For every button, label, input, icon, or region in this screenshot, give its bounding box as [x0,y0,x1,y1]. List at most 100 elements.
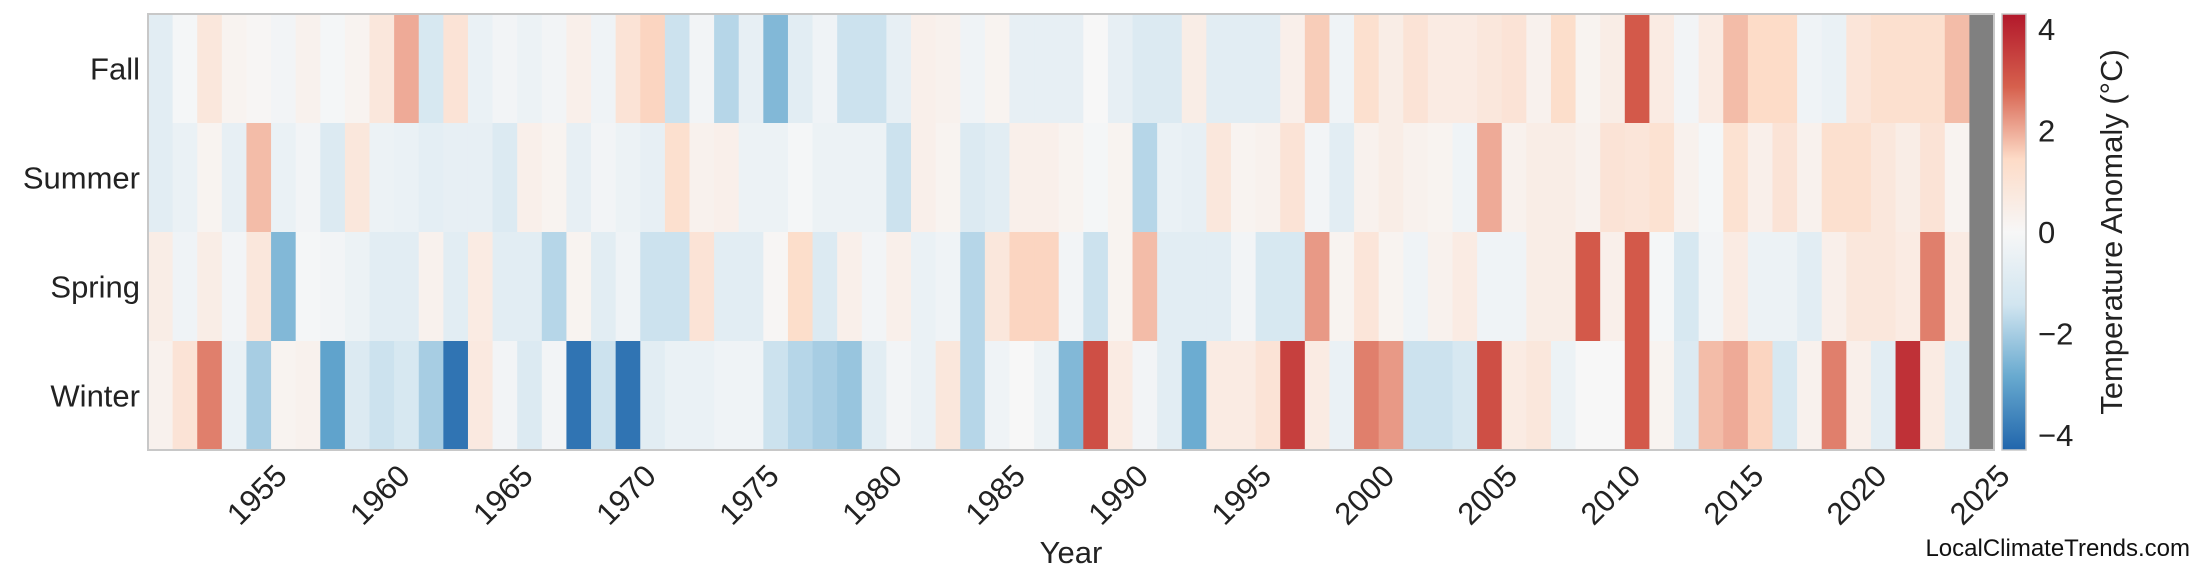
heatmap-cell-fall-1960 [369,14,395,124]
heatmap-cell-winter-1985 [984,341,1011,451]
heatmap-cell-fall-2004 [1452,14,1478,124]
heatmap-cell-spring-1993 [1181,232,1207,342]
x-tick-1980: 1980 [835,458,909,532]
heatmap-cell-spring-2024 [1944,232,1970,342]
heatmap-cell-fall-1952 [172,14,198,124]
heatmap-cell-fall-2023 [1920,14,1946,124]
heatmap-cell-fall-2002 [1403,14,1429,124]
x-tick-2025: 2025 [1943,458,2017,532]
heatmap-cell-fall-1997 [1280,14,1306,124]
heatmap-cell-summer-2017 [1772,123,1798,233]
heatmap-cell-fall-1975 [738,14,764,124]
heatmap-cell-fall-2020 [1846,14,1872,124]
heatmap-cell-summer-2006 [1501,123,1527,233]
heatmap-cell-summer-1965 [492,123,518,233]
heatmap-cell-winter-1982 [911,341,937,451]
heatmap-cell-fall-2014 [1698,14,1724,124]
heatmap-cell-fall-2010 [1600,14,1626,124]
heatmap-cell-spring-1997 [1280,232,1306,342]
heatmap-cell-summer-1985 [984,123,1011,233]
heatmap-cell-spring-1975 [738,232,764,342]
row-label-winter: Winter [50,379,140,414]
heatmap-cell-fall-1999 [1329,14,1355,124]
heatmap-cell-winter-1975 [738,341,764,451]
heatmap-cell-winter-1962 [418,341,444,451]
colorbar-tick--4: −4 [2038,418,2073,453]
heatmap-cell-fall-1982 [911,14,937,124]
heatmap-cell-fall-1989 [1083,14,1109,124]
heatmap-cell-winter-1984 [960,341,986,451]
heatmap-cell-summer-1999 [1329,123,1355,233]
heatmap-cell-winter-1983 [935,341,961,451]
heatmap-cell-summer-1995 [1230,123,1257,233]
heatmap-cell-fall-1966 [517,14,543,124]
heatmap-cell-winter-2009 [1575,341,1601,451]
heatmap-cell-summer-1990 [1107,123,1134,233]
heatmap-cell-summer-1996 [1255,123,1281,233]
colorbar [2001,13,2027,451]
heatmap-cell-summer-1982 [911,123,937,233]
heatmap-cell-winter-1978 [812,341,838,451]
heatmap-cell-spring-2003 [1427,232,1454,342]
plot-frame [147,13,1995,451]
heatmap-cell-winter-2014 [1698,341,1724,451]
heatmap-cell-summer-2016 [1747,123,1774,233]
heatmap-cell-spring-1955 [246,232,272,342]
heatmap-cell-winter-1952 [172,341,198,451]
heatmap-cell-fall-2001 [1378,14,1404,124]
heatmap-cell-spring-2011 [1624,232,1651,342]
heatmap-cell-winter-1964 [467,341,494,451]
heatmap-cell-spring-2015 [1723,232,1749,342]
heatmap-cell-spring-1980 [861,232,887,342]
heatmap-cell-summer-2008 [1550,123,1577,233]
heatmap-cell-winter-1994 [1206,341,1232,451]
heatmap-cell-spring-1985 [984,232,1011,342]
watermark-text: LocalClimateTrends.com [1925,535,2190,562]
heatmap-cell-winter-2016 [1747,341,1774,451]
heatmap-cell-winter-2012 [1649,341,1675,451]
heatmap-cell-summer-1957 [295,123,321,233]
x-tick-2000: 2000 [1328,458,1402,532]
heatmap-cell-winter-2021 [1870,341,1897,451]
heatmap-cell-winter-1965 [492,341,518,451]
heatmap-cell-winter-2013 [1674,341,1700,451]
heatmap-cell-summer-2019 [1821,123,1847,233]
colorbar-label: Temperature Anomaly (°C) [2094,49,2129,415]
heatmap-cell-fall-1953 [197,14,223,124]
heatmap-cell-fall-2000 [1354,14,1380,124]
heatmap-cell-winter-2010 [1600,341,1626,451]
heatmap-cell-winter-1954 [221,341,248,451]
heatmap-cell-winter-1966 [517,341,543,451]
heatmap-cell-spring-2023 [1920,232,1946,342]
heatmap-cell-fall-2021 [1870,14,1897,124]
heatmap-cell-spring-1994 [1206,232,1232,342]
heatmap-cell-summer-2005 [1477,123,1503,233]
heatmap-cell-summer-1997 [1280,123,1306,233]
heatmap-cell-winter-1996 [1255,341,1281,451]
heatmap-cell-summer-2018 [1797,123,1823,233]
heatmap-cell-fall-1976 [763,14,789,124]
heatmap-cell-winter-1981 [886,341,912,451]
heatmap-cell-winter-2006 [1501,341,1527,451]
heatmap-cell-spring-1967 [541,232,568,342]
heatmap-cell-summer-2014 [1698,123,1724,233]
heatmap-cell-fall-1987 [1034,14,1060,124]
heatmap-cell-fall-1958 [320,14,346,124]
heatmap-cell-fall-1992 [1157,14,1183,124]
heatmap-cell-winter-1992 [1157,341,1183,451]
heatmap-cell-fall-1993 [1181,14,1207,124]
heatmap-cell-summer-1960 [369,123,395,233]
heatmap-cell-winter-1971 [640,341,666,451]
heatmap-cell-summer-1967 [541,123,568,233]
heatmap-cell-winter-2007 [1526,341,1552,451]
heatmap-cell-spring-1970 [615,232,641,342]
heatmap-cell-summer-1953 [197,123,223,233]
heatmap-cell-winter-1979 [837,341,863,451]
heatmap-cell-fall-2009 [1575,14,1601,124]
heatmap-cell-summer-1964 [467,123,494,233]
heatmap-cell-spring-1962 [418,232,444,342]
heatmap-cell-spring-2016 [1747,232,1774,342]
heatmap-cell-summer-1961 [394,123,420,233]
heatmap-cell-summer-1974 [714,123,740,233]
colorbar-tick-4: 4 [2038,12,2055,47]
